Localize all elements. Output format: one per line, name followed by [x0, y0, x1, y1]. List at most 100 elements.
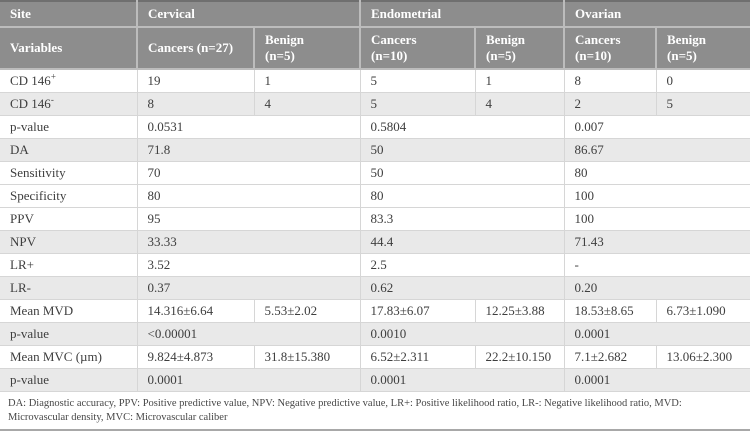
- table-cell: -: [564, 253, 750, 277]
- col-header-cervical-cancers: Cancers (n=27): [137, 27, 255, 70]
- row-label: LR-: [0, 276, 138, 300]
- table-row-ppv: PPV 95 83.3 100: [0, 207, 750, 231]
- table-cell: 6.52±2.311: [360, 345, 476, 369]
- site-group-ovarian: Ovarian: [564, 1, 750, 28]
- site-header-row: Site Cervical Endometrial Ovarian: [0, 1, 750, 28]
- table-cell: 0.0001: [564, 368, 750, 392]
- table-row-da: DA 71.8 50 86.67: [0, 138, 750, 162]
- table-cell: 33.33: [137, 230, 361, 254]
- table-row-npv: NPV 33.33 44.4 71.43: [0, 230, 750, 254]
- table-cell: 0.20: [564, 276, 750, 300]
- table-footnote: DA: Diagnostic accuracy, PPV: Positive p…: [0, 392, 750, 431]
- variables-header-cell: Variables: [0, 27, 138, 70]
- col-header-ovarian-cancers: Cancers (n=10): [564, 27, 658, 70]
- table-row-lr-plus: LR+ 3.52 2.5 -: [0, 253, 750, 277]
- table-cell: 8: [564, 69, 657, 93]
- row-label-sup: +: [50, 71, 56, 82]
- table-cell: 18.53±8.65: [564, 299, 657, 323]
- table-row-cd146-pos: CD 146+ 19 1 5 1 8 0: [0, 69, 750, 93]
- table-row-lr-minus: LR- 0.37 0.62 0.20: [0, 276, 750, 300]
- table-cell: 5: [360, 92, 476, 116]
- table-cell: 0.0001: [360, 368, 565, 392]
- table-cell: 7.1±2.682: [564, 345, 657, 369]
- row-label: NPV: [0, 230, 138, 254]
- table-cell: 6.73±1.090: [656, 299, 750, 323]
- table-cell: 22.2±10.150: [475, 345, 565, 369]
- table-cell: 13.06±2.300: [656, 345, 750, 369]
- row-label: p-value: [0, 322, 138, 346]
- col-header-cervical-benign: Benign (n=5): [254, 27, 362, 70]
- table-cell: 80: [137, 184, 361, 208]
- row-label-sup: -: [50, 94, 54, 105]
- table-cell: 4: [254, 92, 361, 116]
- table-cell: 50: [360, 138, 565, 162]
- row-label: CD 146+: [0, 69, 138, 93]
- table-cell: 100: [564, 184, 750, 208]
- row-label: Sensitivity: [0, 161, 138, 185]
- table-cell: 71.43: [564, 230, 750, 254]
- table-row-specificity: Specificity 80 80 100: [0, 184, 750, 208]
- col-header-label: Cancers (n=10): [371, 32, 417, 63]
- table-row-sensitivity: Sensitivity 70 50 80: [0, 161, 750, 185]
- table-cell: 71.8: [137, 138, 361, 162]
- table-cell: 0.0001: [137, 368, 361, 392]
- variables-header-row: Variables Cancers (n=27) Benign (n=5) Ca…: [0, 27, 750, 70]
- row-label: p-value: [0, 368, 138, 392]
- table-cell: 70: [137, 161, 361, 185]
- row-label-text: CD 146: [10, 96, 51, 111]
- col-header-endometrial-benign: Benign (n=5): [475, 27, 566, 70]
- row-label: Mean MVD: [0, 299, 138, 323]
- table-cell: 5: [656, 92, 750, 116]
- table-cell: <0.00001: [137, 322, 361, 346]
- row-label: PPV: [0, 207, 138, 231]
- table-cell: 100: [564, 207, 750, 231]
- row-label: p-value: [0, 115, 138, 139]
- table-cell: 83.3: [360, 207, 565, 231]
- table-cell: 19: [137, 69, 255, 93]
- col-header-label: Benign (n=5): [486, 32, 526, 63]
- row-label: DA: [0, 138, 138, 162]
- table-cell: 44.4: [360, 230, 565, 254]
- row-label: Specificity: [0, 184, 138, 208]
- row-label: Mean MVC (µm): [0, 345, 138, 369]
- table-header: Site Cervical Endometrial Ovarian Variab…: [0, 1, 750, 70]
- table-cell: 2.5: [360, 253, 565, 277]
- col-header-label: Benign (n=5): [667, 32, 707, 63]
- table-cell: 0.0531: [137, 115, 361, 139]
- table-row-cd146-neg: CD 146- 8 4 5 4 2 5: [0, 92, 750, 116]
- table-cell: 0.37: [137, 276, 361, 300]
- row-label: CD 146-: [0, 92, 138, 116]
- col-header-label: Cancers (n=10): [575, 32, 621, 63]
- table-cell: 80: [564, 161, 750, 185]
- col-header-label: Benign (n=5): [265, 32, 305, 63]
- table-cell: 3.52: [137, 253, 361, 277]
- site-group-endometrial: Endometrial: [360, 1, 566, 28]
- table-cell: 0.5804: [360, 115, 565, 139]
- table-cell: 31.8±15.380: [254, 345, 361, 369]
- table-cell: 1: [475, 69, 565, 93]
- table-cell: 5: [360, 69, 476, 93]
- table-cell: 9.824±4.873: [137, 345, 255, 369]
- results-table: Site Cervical Endometrial Ovarian Variab…: [0, 0, 750, 392]
- site-group-cervical: Cervical: [137, 1, 362, 28]
- table-cell: 0.62: [360, 276, 565, 300]
- site-header-cell: Site: [0, 1, 138, 28]
- table-body: CD 146+ 19 1 5 1 8 0 CD 146- 8 4 5 4 2 5…: [0, 69, 750, 392]
- table-cell: 86.67: [564, 138, 750, 162]
- table-cell: 4: [475, 92, 565, 116]
- table-cell: 2: [564, 92, 657, 116]
- table-cell: 5.53±2.02: [254, 299, 361, 323]
- table-cell: 80: [360, 184, 565, 208]
- table-cell: 14.316±6.64: [137, 299, 255, 323]
- row-label: LR+: [0, 253, 138, 277]
- table-row-mean-mvc: Mean MVC (µm) 9.824±4.873 31.8±15.380 6.…: [0, 345, 750, 369]
- col-header-ovarian-benign: Benign (n=5): [656, 27, 750, 70]
- row-label-text: CD 146: [10, 73, 51, 88]
- table-cell: 8: [137, 92, 255, 116]
- table-cell: 0.0010: [360, 322, 565, 346]
- table-cell: 0.007: [564, 115, 750, 139]
- table-cell: 17.83±6.07: [360, 299, 476, 323]
- table-cell: 0.0001: [564, 322, 750, 346]
- table-cell: 95: [137, 207, 361, 231]
